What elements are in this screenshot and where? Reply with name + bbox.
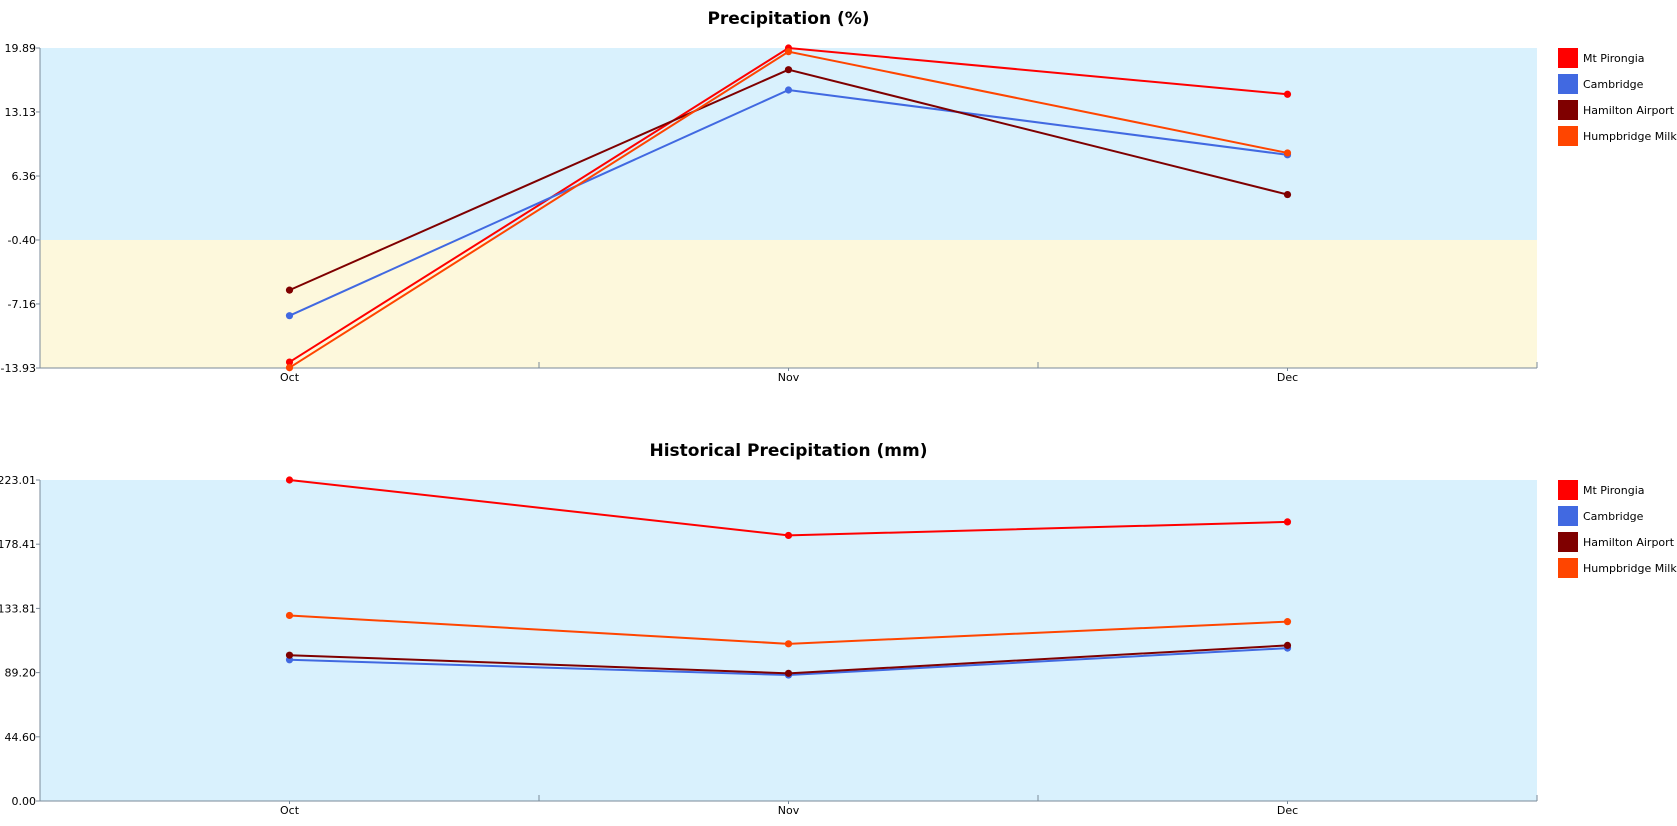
legend-swatch-2: [1558, 74, 1578, 94]
chart-panel-2: Historical Precipitation (mm) 223.01 178.4…: [0, 441, 1677, 817]
x-tick-label: Nov: [778, 804, 800, 817]
data-point: [285, 312, 294, 320]
data-point: [285, 364, 294, 372]
data-point: [1283, 90, 1292, 98]
chart-title: Historical Precipitation (mm): [650, 441, 928, 461]
legend-swatch-3: [1558, 100, 1578, 120]
legend-label-1: Mt Pirongia: [1583, 52, 1645, 65]
plot-band-2: [40, 239, 1537, 368]
y-tick-label: 44.60: [5, 731, 37, 744]
data-point: [784, 48, 793, 56]
y-tick-label: 178.41: [0, 538, 36, 551]
y-tick-label: 133.81: [0, 602, 36, 615]
data-point: [784, 669, 793, 677]
data-point: [285, 476, 294, 484]
legend-swatch-4: [1558, 126, 1578, 146]
legend-label-2: Cambridge: [1583, 78, 1644, 91]
legend-swatch-1: [1558, 48, 1578, 68]
y-tick-label: 89.20: [5, 667, 37, 680]
data-point: [285, 651, 294, 659]
legend-label-4: Humpbridge Milk: [1583, 562, 1677, 575]
data-point: [784, 86, 793, 94]
legend-label-3: Hamilton Airport: [1583, 536, 1675, 549]
legend-label-2: Cambridge: [1583, 510, 1644, 523]
y-tick-label: -7.16: [8, 298, 36, 311]
legend-label-3: Hamilton Airport: [1583, 104, 1675, 117]
data-point: [1283, 641, 1292, 650]
legend-swatch-2: [1558, 506, 1578, 526]
legend-swatch-3: [1558, 532, 1578, 552]
y-tick-label: 6.36: [12, 170, 37, 183]
chart-title: Precipitation (%): [707, 9, 869, 29]
x-tick-label: Oct: [280, 804, 300, 817]
y-tick-label: 223.01: [0, 474, 36, 487]
legend-label-1: Mt Pirongia: [1583, 484, 1645, 497]
data-point: [784, 66, 793, 74]
chart-panel-1: Precipitation (%) 19.89 13.13 6.36 -0.40 -7.1…: [1, 9, 1677, 384]
legend-label-4: Humpbridge Milk: [1583, 130, 1677, 143]
x-tick-label: Oct: [280, 371, 300, 384]
legend-swatch-4: [1558, 558, 1578, 578]
y-tick-label: -0.40: [8, 234, 36, 247]
data-point: [784, 640, 793, 648]
y-tick-label: 13.13: [5, 106, 37, 119]
data-point: [1283, 518, 1292, 526]
data-point: [1283, 149, 1292, 157]
y-tick-label: 19.89: [5, 42, 37, 55]
x-tick-label: Nov: [778, 371, 800, 384]
data-point: [784, 531, 793, 540]
plot-band-1: [40, 48, 1537, 240]
data-point: [285, 358, 294, 366]
legend-swatch-1: [1558, 480, 1578, 500]
y-tick-label: -13.93: [1, 362, 36, 375]
data-point: [285, 286, 294, 294]
x-tick-label: Dec: [1277, 371, 1298, 384]
y-tick-label: 0.00: [12, 795, 37, 808]
x-tick-label: Dec: [1277, 804, 1298, 817]
data-point: [1283, 190, 1292, 199]
data-point: [1283, 618, 1292, 626]
data-point: [285, 611, 294, 620]
